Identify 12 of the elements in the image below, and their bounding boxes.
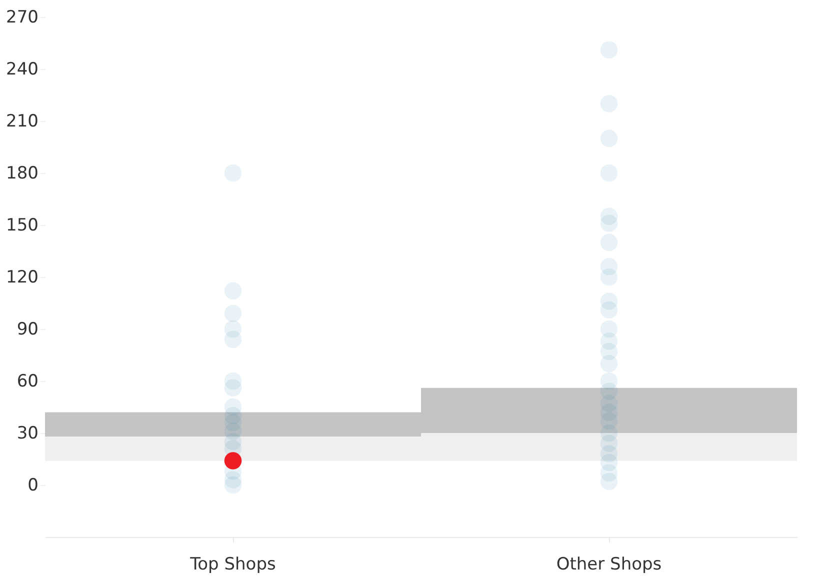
- y-tick-label: 180: [6, 164, 38, 184]
- y-tick-label: 210: [6, 112, 38, 132]
- x-tick-label: Other Shops: [556, 554, 662, 574]
- y-tick-label: 30: [16, 424, 38, 444]
- y-tick-label: 240: [6, 60, 38, 80]
- y-tick-label: 270: [6, 8, 38, 28]
- y-tick-label: 120: [6, 268, 38, 288]
- y-tick-label: 60: [16, 372, 38, 392]
- y-tick-label: 0: [28, 476, 38, 496]
- x-tick-label: Top Shops: [189, 554, 276, 574]
- y-tick-label: 90: [16, 320, 38, 340]
- y-tick-label: 150: [6, 216, 38, 236]
